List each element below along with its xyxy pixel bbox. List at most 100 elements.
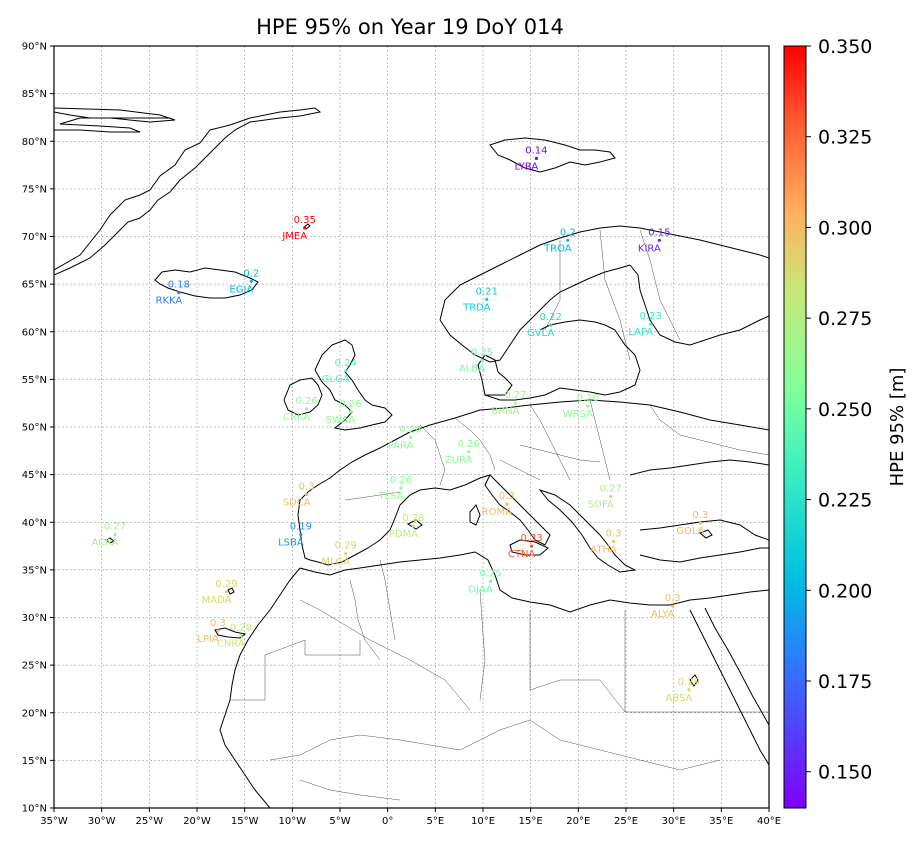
station-atha: 0.3 ATHA — [590, 528, 621, 555]
station-value: 0.35 — [294, 215, 316, 226]
station-name: CNRA — [217, 639, 245, 650]
colorbar-label: HPE 95% [m] — [887, 368, 908, 487]
station-para: 0.26 PARA — [388, 424, 422, 451]
x-tick-label: 20°E — [566, 816, 590, 827]
station-value: 0.3 — [692, 510, 708, 521]
station-name: LYRA — [515, 161, 539, 172]
colorbar-tick-label: 0.325 — [818, 127, 872, 149]
x-tick-label: 10°E — [471, 816, 495, 827]
y-tick-label: 35°N — [22, 565, 47, 576]
station-marker — [649, 322, 653, 326]
station-name: SWAA — [326, 415, 356, 426]
station-marker — [344, 552, 348, 556]
station-marker — [348, 410, 353, 414]
x-tick-label: 15°E — [519, 816, 543, 827]
station-roma: 0.3 ROMA — [482, 491, 515, 518]
station-value: 0.22 — [540, 312, 562, 323]
station-jmea: 0.35 JMEA — [281, 215, 316, 242]
station-marker — [224, 590, 229, 594]
y-tick-label: 65°N — [22, 280, 47, 291]
station-name: CTNA — [508, 549, 536, 560]
station-name: TRDA — [462, 302, 491, 313]
colorbar-gradient — [783, 45, 807, 809]
station-name: EGIA — [229, 284, 253, 295]
station-marker — [534, 156, 538, 160]
station-rkka: 0.18 RKKA — [156, 280, 191, 307]
x-tick-label: 5°W — [329, 816, 350, 827]
colorbar-tick-label: 0.350 — [818, 36, 872, 58]
station-name: CRKA — [283, 412, 310, 423]
station-value: 0.3 — [499, 491, 515, 502]
station-sdca: 0.3 SDCA — [283, 482, 315, 509]
station-marker — [177, 291, 181, 295]
station-marker — [566, 238, 570, 242]
station-name: DJAA — [468, 584, 493, 595]
station-marker — [467, 450, 471, 454]
station-lpia: 0.3 LPIA — [197, 618, 226, 645]
station-value: 0.25 — [479, 568, 501, 579]
station-marker — [549, 323, 553, 327]
station-value: 0.2 — [243, 268, 259, 279]
colorbar-ticks: 0.150 0.175 0.200 0.225 0.250 0.275 0.300 0.325… — [806, 36, 872, 784]
station-swaa: 0.26 SWAA — [326, 399, 362, 426]
station-acra: 0.27 ACRA — [91, 522, 126, 549]
longitude-ticks: 35°W 30°W 25°W 20°W 15°W 10°W 5°W 0° 5°E 10°E 15°E… — [40, 808, 781, 827]
colorbar-tick-label: 0.250 — [818, 399, 872, 421]
x-tick-label: 15°W — [231, 816, 259, 827]
station-marker — [485, 297, 489, 301]
y-tick-label: 15°N — [22, 756, 47, 767]
station-marker — [216, 629, 220, 633]
x-tick-label: 30°E — [662, 816, 686, 827]
y-tick-label: 70°N — [22, 232, 47, 243]
y-tick-label: 30°N — [22, 613, 47, 624]
station-value: 0.28 — [230, 623, 252, 634]
station-value: 0.3 — [299, 482, 315, 493]
station-value: 0.26 — [339, 399, 361, 410]
station-marker — [671, 604, 675, 608]
y-tick-label: 25°N — [22, 661, 47, 672]
station-ctna: 0.33 CTNA — [508, 533, 543, 560]
station-sofa: 0.27 SOFA — [588, 484, 622, 511]
station-marker — [657, 238, 661, 242]
station-value: 0.15 — [648, 227, 670, 238]
station-name: KIRA — [638, 243, 661, 254]
station-name: ABSA — [665, 693, 692, 704]
station-marker — [305, 407, 309, 411]
station-name: GOLA — [676, 526, 704, 537]
x-tick-label: 25°W — [136, 816, 164, 827]
station-name: ATHA — [590, 544, 617, 555]
x-tick-label: 10°W — [279, 816, 307, 827]
station-value: 0.26 — [390, 475, 412, 486]
station-value: 0.28 — [402, 513, 424, 524]
station-value: 0.29 — [335, 541, 357, 552]
station-value: 0.26 — [458, 439, 480, 450]
station-value: 0.26 — [577, 393, 599, 404]
station-lyra: 0.14 LYRA — [515, 145, 548, 172]
station-name: ROMA — [482, 507, 512, 518]
station-value: 0.33 — [520, 533, 542, 544]
station-name: LSBA — [278, 538, 304, 549]
station-value: 0.3 — [665, 593, 681, 604]
colorbar-tick-label: 0.300 — [818, 217, 872, 239]
station-marker — [113, 533, 117, 537]
station-name: LPIA — [197, 634, 219, 645]
station-trda: 0.21 TRDA — [462, 286, 498, 313]
station-zura: 0.26 ZURA — [445, 439, 480, 466]
y-tick-label: 40°N — [22, 518, 47, 529]
station-marker — [480, 358, 484, 362]
station-marker — [249, 279, 253, 283]
station-name: ACRA — [91, 538, 118, 549]
station-gvla: 0.22 GVLA — [527, 312, 562, 339]
station-marker — [698, 521, 702, 525]
station-name: BRNA — [491, 406, 519, 417]
station-value: 0.14 — [525, 145, 547, 156]
station-marker — [303, 226, 307, 230]
station-value: 0.3 — [606, 528, 622, 539]
station-name: SOFA — [588, 500, 614, 511]
latitude-ticks: 10°N 15°N 20°N 25°N 30°N 35°N 40°N 45°N 50°N 55°N… — [22, 42, 54, 815]
station-value: 0.21 — [476, 286, 498, 297]
station-marker — [305, 493, 309, 497]
y-tick-label: 50°N — [22, 423, 47, 434]
